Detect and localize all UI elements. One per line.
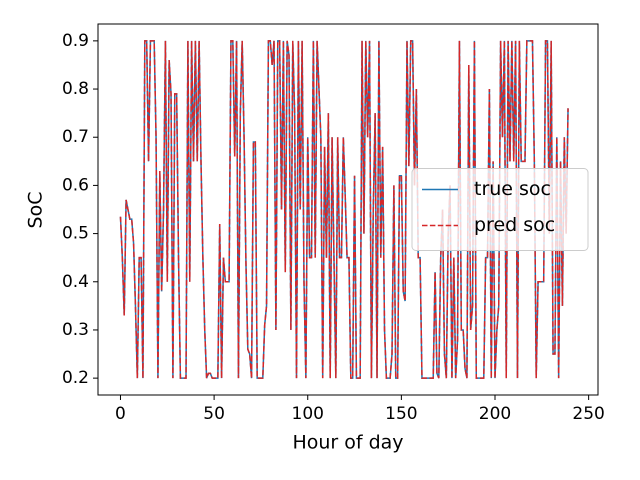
- legend-label: true soc: [474, 178, 551, 200]
- y-tick-label: 0.8: [62, 79, 89, 99]
- x-tick-label: 0: [115, 404, 126, 424]
- x-tick-label: 50: [203, 404, 225, 424]
- y-axis-label: SoC: [25, 192, 47, 229]
- plot-frame: [97, 23, 599, 396]
- y-tick-label: 0.7: [62, 127, 89, 147]
- legend: true soc pred soc: [411, 168, 589, 251]
- y-tick-label: 0.5: [62, 224, 89, 244]
- x-tick-label: 150: [385, 404, 417, 424]
- x-tick-label: 100: [292, 404, 324, 424]
- y-tick-label: 0.3: [62, 320, 89, 340]
- y-tick-label: 0.4: [62, 272, 89, 292]
- x-tick-label: 200: [479, 404, 511, 424]
- x-axis-label: Hour of day: [292, 432, 403, 454]
- x-tick-label: 250: [572, 404, 604, 424]
- series-line: [119, 40, 569, 379]
- y-tick-label: 0.2: [62, 368, 89, 388]
- y-tick-label: 0.9: [62, 31, 89, 51]
- legend-label: pred soc: [474, 214, 555, 236]
- y-tick-label: 0.6: [62, 175, 89, 195]
